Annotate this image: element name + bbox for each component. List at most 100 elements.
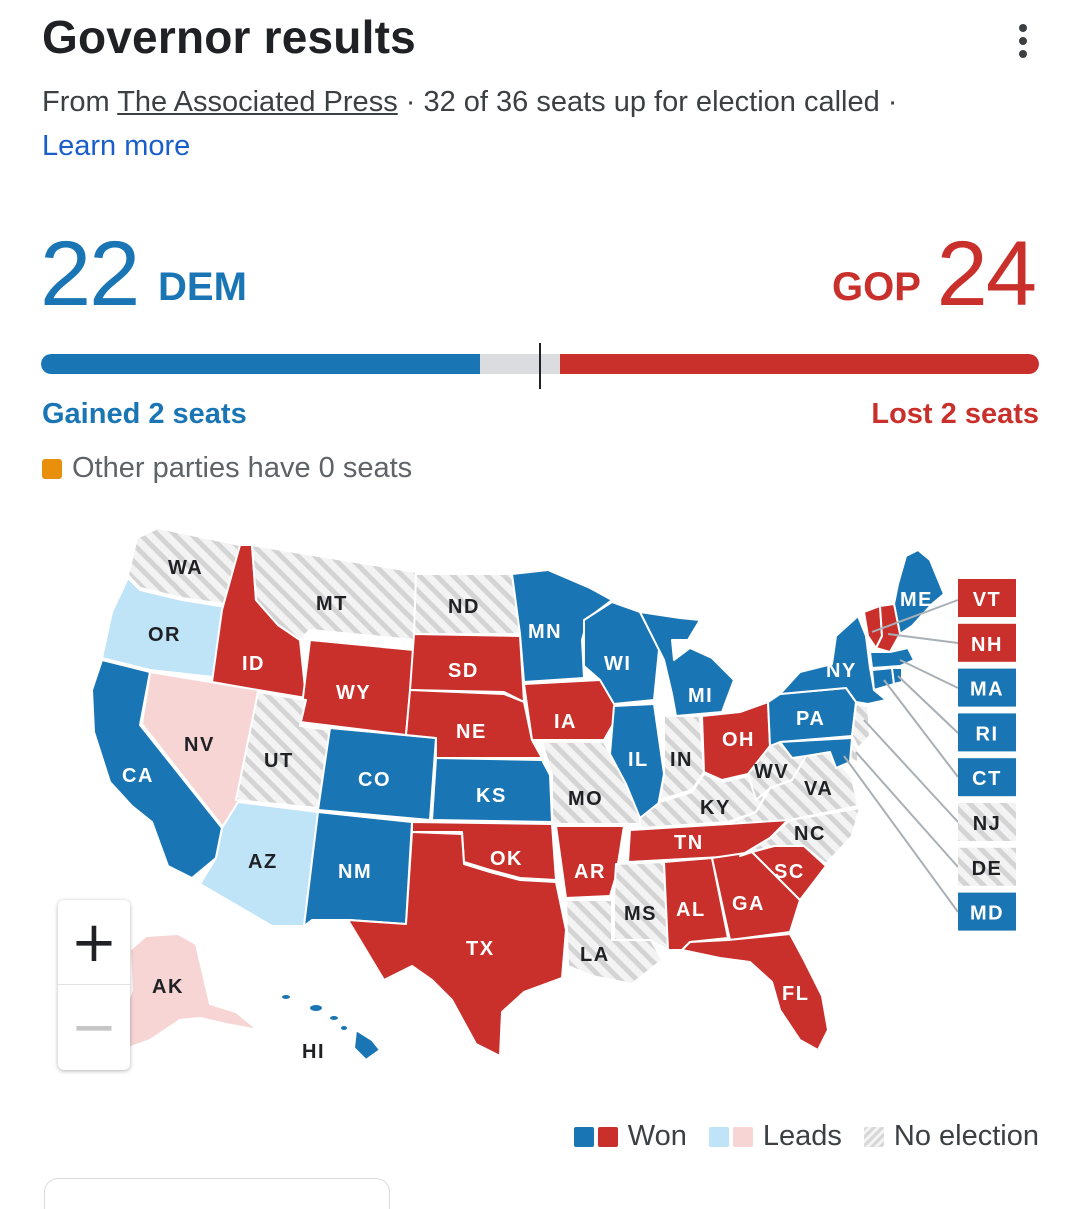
leader-nj bbox=[863, 719, 959, 823]
label-az: AZ bbox=[248, 851, 278, 873]
label-va: VA bbox=[804, 778, 833, 800]
state-co[interactable] bbox=[317, 727, 437, 821]
label-tx: TX bbox=[466, 938, 495, 960]
legend-no-election-swatch bbox=[863, 1126, 884, 1147]
state-tx[interactable] bbox=[347, 831, 567, 1057]
next-card bbox=[44, 1178, 390, 1209]
label-wy: WY bbox=[336, 682, 371, 704]
state-ne[interactable] bbox=[405, 689, 543, 759]
zoom-controls: + − bbox=[58, 900, 130, 1070]
state-nj[interactable] bbox=[851, 703, 871, 749]
other-swatch bbox=[42, 458, 62, 479]
state-wi[interactable] bbox=[583, 601, 661, 705]
state-box-nh[interactable] bbox=[958, 623, 1016, 662]
label-sc: SC bbox=[774, 861, 805, 883]
label-id: ID bbox=[242, 653, 265, 675]
label-pa: PA bbox=[796, 708, 825, 730]
label-tn: TN bbox=[674, 832, 704, 854]
label-nc: NC bbox=[794, 823, 826, 845]
state-box-label-nh: NH bbox=[971, 634, 1003, 656]
legend-dem-leads-swatch bbox=[708, 1126, 729, 1147]
label-ne: NE bbox=[456, 721, 487, 743]
us-map[interactable]: VT NH MA RI CT NJ DE MD WA OR CA NV ID MT WY UT… bbox=[0, 500, 1077, 1090]
page-title: Governor results bbox=[42, 11, 416, 63]
state-in[interactable] bbox=[659, 715, 705, 801]
leader-nh bbox=[887, 633, 959, 644]
state-box-label-nj: NJ bbox=[973, 813, 1002, 835]
leader-de bbox=[855, 751, 959, 868]
label-mt: MT bbox=[316, 593, 348, 615]
label-oh: OH bbox=[722, 729, 755, 751]
leader-ct bbox=[883, 679, 959, 778]
other-parties: Other parties have 0 seats bbox=[42, 452, 412, 485]
state-fl[interactable] bbox=[681, 933, 829, 1051]
label-nd: ND bbox=[448, 596, 480, 618]
state-hi[interactable] bbox=[280, 993, 381, 1061]
state-ma[interactable] bbox=[869, 647, 915, 669]
state-nc[interactable] bbox=[739, 807, 861, 865]
legend-no-election: No election bbox=[863, 1120, 1039, 1153]
legend-no-election-label: No election bbox=[893, 1120, 1039, 1152]
gop-seat-count: 24 bbox=[936, 223, 1037, 325]
leader-ri bbox=[897, 675, 959, 734]
state-box-ma[interactable] bbox=[958, 668, 1016, 707]
state-box-nj[interactable] bbox=[958, 803, 1016, 841]
label-ky: KY bbox=[700, 797, 731, 819]
dem-seat-count: 22 bbox=[40, 223, 140, 325]
leader-vt bbox=[871, 599, 959, 633]
state-box-md[interactable] bbox=[958, 892, 1016, 931]
label-wa: WA bbox=[168, 557, 203, 579]
state-mi[interactable] bbox=[639, 611, 735, 717]
label-ak: AK bbox=[152, 976, 184, 998]
learn-more-link[interactable]: Learn more bbox=[42, 130, 191, 162]
label-fl: FL bbox=[782, 983, 809, 1005]
label-il: IL bbox=[628, 749, 649, 771]
state-ak[interactable] bbox=[123, 933, 259, 1049]
state-ca[interactable] bbox=[91, 659, 223, 879]
seat-bar-gop bbox=[560, 354, 1039, 374]
more-options-icon[interactable] bbox=[1003, 18, 1043, 64]
legend-leads-label: Leads bbox=[762, 1120, 842, 1152]
label-ut: UT bbox=[264, 750, 294, 772]
zoom-out-button[interactable]: − bbox=[58, 984, 130, 1069]
zoom-in-button[interactable]: + bbox=[70, 909, 118, 975]
label-ia: IA bbox=[554, 711, 577, 733]
map-legend: Won Leads No election bbox=[562, 1120, 1039, 1153]
dem-seat-change: Gained 2 seats bbox=[42, 398, 247, 430]
state-box-de[interactable] bbox=[958, 847, 1016, 886]
state-ct[interactable] bbox=[871, 667, 895, 691]
state-ri[interactable] bbox=[891, 667, 903, 685]
state-box-label-de: DE bbox=[972, 858, 1003, 880]
state-box-label-ri: RI bbox=[976, 723, 999, 745]
other-text: Other parties have 0 seats bbox=[72, 452, 413, 484]
state-ar[interactable] bbox=[555, 825, 625, 899]
label-ar: AR bbox=[574, 861, 606, 883]
label-or: OR bbox=[148, 624, 181, 646]
label-sd: SD bbox=[448, 660, 479, 682]
state-ny[interactable] bbox=[779, 615, 887, 705]
state-box-label-md: MD bbox=[970, 903, 1004, 925]
label-me: ME bbox=[900, 589, 933, 611]
called-text: · 32 of 36 seats up for election called … bbox=[405, 86, 898, 118]
legend-dem-won-swatch bbox=[573, 1126, 594, 1147]
gop-seat-change: Lost 2 seats bbox=[871, 398, 1039, 430]
state-box-ct[interactable] bbox=[958, 758, 1016, 797]
label-la: LA bbox=[580, 944, 610, 966]
state-la[interactable] bbox=[565, 899, 663, 985]
state-box-ri[interactable] bbox=[958, 713, 1016, 752]
leader-md bbox=[843, 755, 959, 913]
label-mi: MI bbox=[688, 685, 713, 707]
label-ks: KS bbox=[476, 785, 507, 807]
label-ok: OK bbox=[490, 848, 523, 870]
legend-won: Won bbox=[573, 1120, 687, 1153]
label-nm: NM bbox=[338, 861, 372, 883]
label-mn: MN bbox=[528, 621, 562, 643]
label-wi: WI bbox=[604, 653, 631, 675]
state-box-label-ma: MA bbox=[970, 679, 1004, 701]
state-md[interactable] bbox=[779, 737, 853, 769]
source-link[interactable]: The Associated Press bbox=[117, 86, 398, 118]
label-ny: NY bbox=[826, 660, 857, 682]
label-in: IN bbox=[670, 749, 693, 771]
state-box-vt[interactable] bbox=[958, 579, 1016, 617]
state-wa[interactable] bbox=[127, 527, 241, 606]
